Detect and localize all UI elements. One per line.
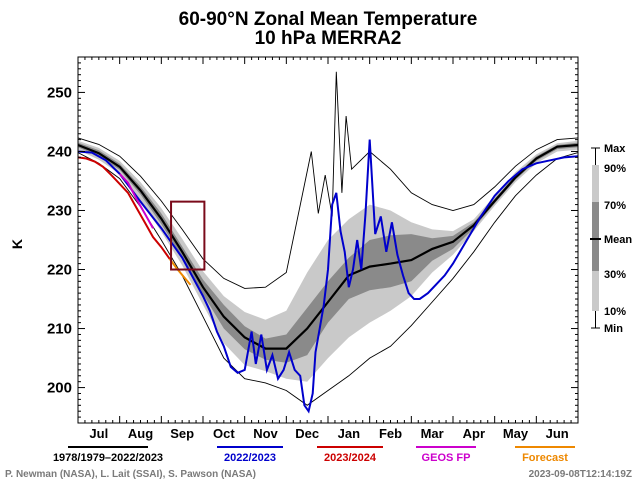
x-tick-label-apr: Apr [463, 426, 485, 441]
timestamp-text: 2023-09-08T12:14:19Z [529, 469, 632, 480]
series-line-2023-2024 [77, 156, 171, 260]
legend-band-label: Max [604, 143, 626, 155]
legend-line-label: 1978/1979–2022/2023 [53, 452, 163, 464]
series-line-forecast [168, 258, 192, 286]
mean-line [77, 143, 579, 350]
series-line-2022-2023 [77, 139, 579, 414]
x-tick-label-jan: Jan [338, 426, 360, 441]
legend-band-label: 10% [604, 306, 626, 318]
x-tick-label-dec: Dec [295, 426, 319, 441]
legend-band-label: 70% [604, 200, 626, 212]
x-tick-label-sep: Sep [170, 426, 194, 441]
legend-line-label: 2023/2024 [324, 452, 377, 464]
legend-line-label: Forecast [522, 452, 568, 464]
y-tick-label: 250 [47, 84, 72, 101]
x-tick-label-may: May [503, 426, 529, 441]
x-tick-label-jun: Jun [546, 426, 569, 441]
highlight-box [170, 200, 206, 271]
legend-line-label: 2022/2023 [224, 452, 276, 464]
max-line [77, 71, 579, 289]
x-tick-label-jul: Jul [89, 426, 108, 441]
x-tick-label-mar: Mar [421, 426, 444, 441]
x-tick-label-oct: Oct [213, 426, 235, 441]
x-tick-label-nov: Nov [253, 426, 278, 441]
series-line-geos-fp [118, 173, 154, 229]
legend-band-30-70 [592, 202, 599, 271]
x-tick-label-feb: Feb [379, 426, 402, 441]
y-tick-label: 230 [47, 202, 72, 219]
min-line [77, 152, 579, 406]
chart-subtitle: 10 hPa MERRA2 [255, 28, 402, 49]
y-axis-label: K [9, 239, 25, 249]
legend-band-label: Min [604, 323, 623, 335]
legend-line-label: GEOS FP [422, 452, 471, 464]
legend-band-label: 30% [604, 269, 626, 281]
chart-title: 60-90°N Zonal Mean Temperature [179, 9, 478, 30]
legend-band-label: 90% [604, 163, 626, 175]
credits-text: P. Newman (NASA), L. Lait (SSAI), S. Paw… [5, 469, 256, 480]
legend-band-label: Mean [604, 234, 632, 246]
y-tick-label: 200 [47, 380, 72, 397]
x-tick-label-aug: Aug [128, 426, 153, 441]
y-tick-label: 210 [47, 321, 72, 338]
y-tick-label: 240 [47, 143, 72, 160]
y-tick-label: 220 [47, 262, 72, 279]
